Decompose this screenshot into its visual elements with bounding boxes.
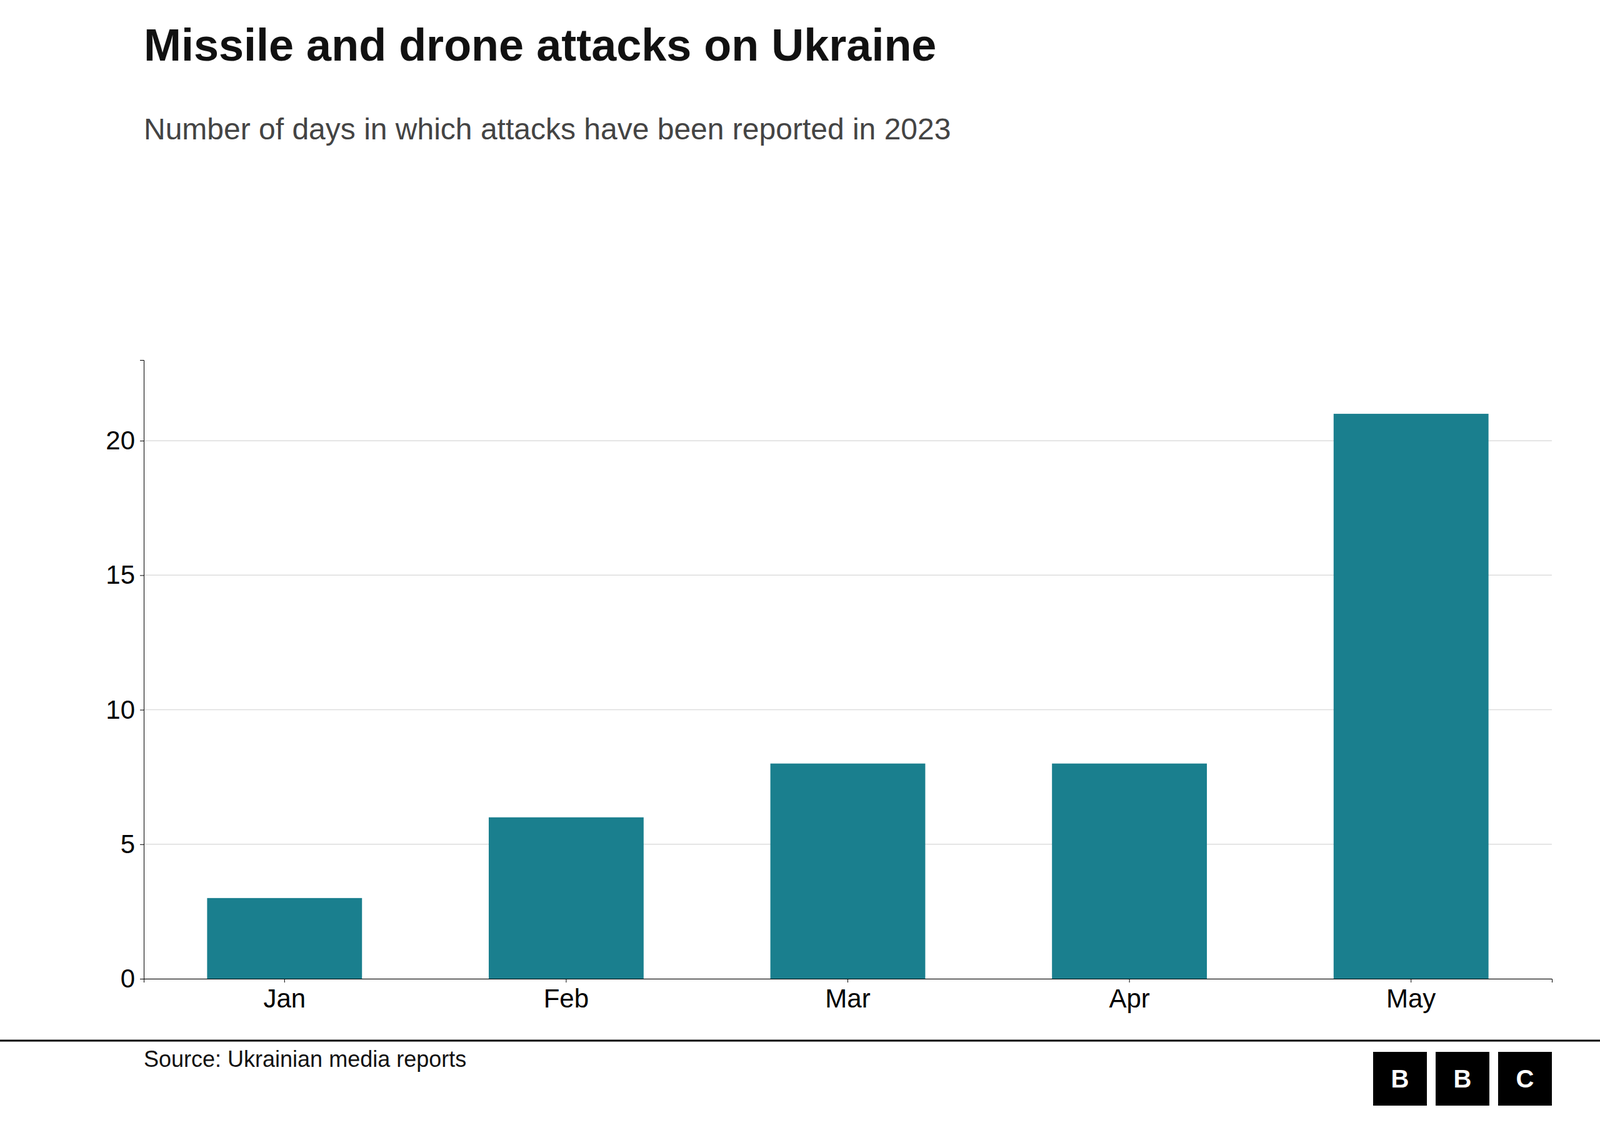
x-axis: Jan Feb Mar Apr May	[144, 978, 1553, 1014]
x-tick-label: May	[1386, 983, 1436, 1014]
y-tick-mark	[140, 440, 144, 442]
logo-box	[1435, 1051, 1490, 1106]
subtitle: Number of days in which attacks have bee…	[143, 112, 951, 146]
x-tick: Mar	[825, 978, 870, 1014]
y-axis-line	[140, 360, 145, 980]
bars	[206, 413, 1489, 979]
y-tick-mark	[140, 575, 144, 576]
y-tick-mark	[140, 844, 144, 845]
footer-rule	[0, 1040, 1600, 1042]
x-tick-label: Apr	[1108, 983, 1150, 1014]
x-tick-mark	[1129, 978, 1130, 983]
bar	[1333, 413, 1489, 979]
y-axis: 0 5 10 15 20	[105, 360, 144, 994]
y-tick: 15	[105, 560, 144, 590]
y-tick-label: 5	[120, 829, 135, 859]
bar	[770, 763, 926, 979]
x-tick: Jan	[263, 978, 306, 1014]
x-tick: May	[1386, 978, 1436, 1014]
x-tick-mark	[565, 978, 567, 983]
x-tick-label: Feb	[543, 983, 589, 1014]
logo-box	[1498, 1051, 1552, 1106]
y-tick: 5	[120, 829, 144, 859]
bar	[206, 898, 362, 979]
plot-area: 0 5 10 15 20 Jan Feb Mar Apr May	[105, 360, 1552, 1014]
y-tick-mark	[140, 978, 144, 980]
y-tick-label: 15	[105, 560, 135, 590]
x-tick-label: Jan	[263, 983, 306, 1014]
y-tick: 20	[105, 425, 144, 455]
x-axis-line	[144, 979, 1553, 984]
x-tick: Apr	[1108, 978, 1150, 1014]
chart-root: Missile and drone attacks on Ukraine Numb…	[0, 0, 1600, 1125]
logo-letter: C	[1516, 1065, 1535, 1093]
source: Source: Ukrainian media reports	[143, 1046, 467, 1072]
logo: BBC	[1373, 1051, 1552, 1106]
y-tick: 0	[120, 963, 144, 994]
y-tick: 10	[105, 695, 144, 725]
x-tick-label: Mar	[825, 983, 870, 1014]
bar	[1051, 763, 1207, 979]
x-tick: Feb	[543, 978, 589, 1014]
title: Missile and drone attacks on Ukraine	[143, 20, 937, 70]
x-tick-mark	[847, 978, 849, 983]
x-tick-mark	[1410, 978, 1412, 983]
logo-letter: B	[1391, 1065, 1410, 1093]
x-tick-mark	[284, 978, 285, 983]
y-tick-label: 0	[120, 963, 135, 994]
y-tick-label: 20	[105, 425, 135, 455]
y-tick-mark	[140, 710, 144, 711]
y-tick-label: 10	[105, 695, 135, 725]
bar	[488, 817, 644, 979]
logo-box	[1373, 1051, 1427, 1106]
logo-letter: B	[1453, 1065, 1472, 1093]
